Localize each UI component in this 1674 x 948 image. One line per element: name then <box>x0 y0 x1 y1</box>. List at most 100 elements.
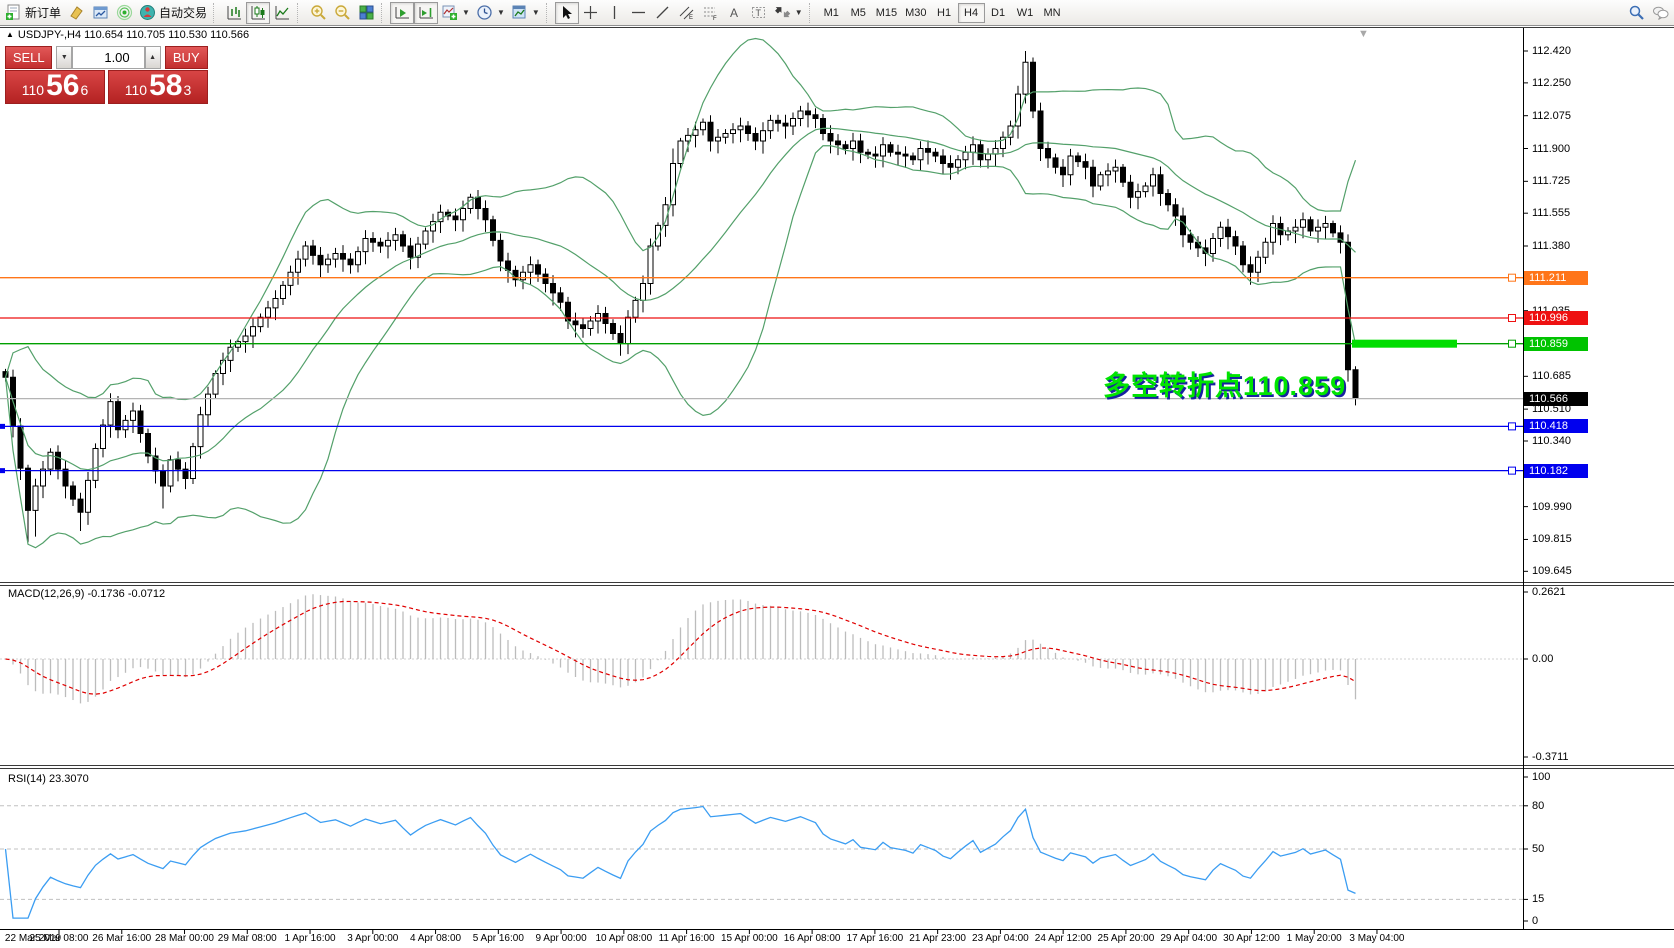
trendline-button[interactable] <box>651 2 675 24</box>
price-axis-label: 109.645 <box>1532 565 1572 578</box>
chart-shift-button[interactable] <box>414 1 439 24</box>
vertical-line-button[interactable] <box>603 2 627 24</box>
timeframe-button-h1[interactable]: H1 <box>931 3 958 23</box>
price-axis-badge: 110.859 <box>1524 336 1588 351</box>
sell-price[interactable]: 110 56 6 <box>5 70 105 104</box>
toolbar-separator <box>213 2 219 23</box>
price-axis-label: 111.900 <box>1532 142 1571 155</box>
crosshair-icon <box>584 6 598 19</box>
price-axis-badge: 111.211 <box>1524 270 1588 285</box>
toolbar-separator <box>297 2 303 23</box>
sell-button[interactable]: SELL <box>5 46 53 69</box>
fibonacci-icon: F <box>704 7 717 21</box>
auto-trading-button[interactable]: 自动交易 <box>136 2 210 24</box>
price-axis-badge: 110.996 <box>1524 311 1588 325</box>
price-axis-badge: 110.182 <box>1524 463 1588 478</box>
sell-price-big-figure: 110 <box>21 82 45 98</box>
tile-windows-button[interactable] <box>354 2 378 24</box>
time-axis-label: 25 Apr 20:00 <box>1097 933 1155 944</box>
auto-trading-icon <box>140 5 156 20</box>
collapse-panel-icon[interactable]: ▲ <box>6 30 14 39</box>
bollinger-bands <box>4 37 1357 549</box>
price-axis-label: 110.340 <box>1532 435 1571 447</box>
search-button[interactable] <box>1624 2 1648 24</box>
sell-price-pips: 56 <box>46 69 80 102</box>
timeframe-button-mn[interactable]: MN <box>1039 3 1066 23</box>
equidistant-channel-button[interactable]: E <box>675 2 699 24</box>
time-axis-label: 15 Apr 00:00 <box>721 933 778 944</box>
timeframe-button-m30[interactable]: M30 <box>901 3 930 23</box>
chart-title: ▲ USDJPY-,H4 110.654 110.705 110.530 110.… <box>6 29 249 41</box>
styler-button[interactable] <box>64 2 88 24</box>
auto-trading-label: 自动交易 <box>159 6 208 20</box>
volume-increase-button[interactable]: ▲ <box>144 46 161 69</box>
zoom-out-icon <box>334 5 350 20</box>
zoom-in-icon <box>310 5 326 20</box>
bar-chart-button[interactable] <box>222 2 246 24</box>
new-order-button[interactable]: 新订单 <box>2 2 64 24</box>
zoom-out-button[interactable] <box>330 2 354 24</box>
macd-histogram <box>12 594 1357 704</box>
vertical-line-icon <box>614 6 616 19</box>
volume-input[interactable]: 1.00 <box>72 46 145 69</box>
text-button[interactable]: A <box>723 2 747 24</box>
candlestick-chart-icon <box>251 6 265 20</box>
time-axis-label: 29 Mar 08:00 <box>217 933 277 944</box>
timeframe-button-h4[interactable]: H4 <box>957 2 985 23</box>
rsi-axis-label: 80 <box>1532 799 1545 812</box>
market-watch-button[interactable] <box>88 2 112 24</box>
clock-icon <box>477 5 492 20</box>
volume-decrease-button[interactable]: ▼ <box>56 46 73 69</box>
dropdown-caret-icon: ▼ <box>794 8 803 17</box>
crosshair-button[interactable] <box>579 2 603 24</box>
zoom-in-button[interactable] <box>306 2 330 24</box>
timeframe-button-m5[interactable]: M5 <box>845 3 872 23</box>
equidistant-channel-icon: E <box>679 6 694 21</box>
macd-axis-label: -0.3711 <box>1532 751 1569 763</box>
indicators-button[interactable]: ▼ <box>438 2 473 24</box>
fibonacci-button[interactable]: F <box>699 2 723 24</box>
time-axis-label: 1 May 20:00 <box>1286 933 1342 944</box>
line-chart-button[interactable] <box>270 2 294 24</box>
periods-button[interactable]: ▼ <box>473 2 508 24</box>
timeframe-toolbar: M1 M5 M15 M30 H1 H4 D1 W1 MN <box>818 1 1066 25</box>
price-axis-label: 109.990 <box>1532 500 1572 513</box>
rsi-line <box>4 805 1356 919</box>
time-axis-label: 28 Mar 00:00 <box>155 933 214 944</box>
chart-shift-marker-icon[interactable]: ▼ <box>1358 28 1369 40</box>
price-axis-label: 111.380 <box>1532 240 1571 252</box>
price-axis-label: 112.250 <box>1532 76 1571 89</box>
dropdown-caret-icon: ▼ <box>462 8 470 17</box>
text-label-button[interactable]: T <box>747 2 771 24</box>
time-axis-label: 30 Apr 12:00 <box>1223 933 1280 944</box>
search-icon <box>1629 5 1644 20</box>
auto-scroll-button[interactable] <box>390 1 415 24</box>
signals-button[interactable] <box>112 2 136 24</box>
timeframe-button-w1[interactable]: W1 <box>1012 3 1039 23</box>
price-axis-label: 109.815 <box>1532 533 1572 546</box>
candlestick-chart-button[interactable] <box>246 1 271 24</box>
buy-button[interactable]: BUY <box>164 46 209 69</box>
arrows-icon <box>774 7 791 18</box>
chart-annotation-text[interactable]: 多空转折点110.859 <box>1103 371 1347 401</box>
svg-text:E: E <box>689 15 693 21</box>
chat-button[interactable] <box>1648 2 1672 24</box>
macd-indicator-label: MACD(12,26,9) -0.1736 -0.0712 <box>8 588 166 600</box>
timeframe-button-m1[interactable]: M1 <box>818 3 845 23</box>
horizontal-line-button[interactable] <box>627 2 651 24</box>
timeframe-button-m15[interactable]: M15 <box>872 3 901 23</box>
horizontal-price-lines[interactable] <box>0 273 1523 475</box>
templates-button[interactable]: ▼ <box>508 2 543 24</box>
time-axis-label: 26 Mar 16:00 <box>92 933 152 944</box>
toolbar-separator <box>545 2 552 23</box>
time-axis-label: 3 May 04:00 <box>1349 933 1405 944</box>
time-axis-label: 4 Apr 08:00 <box>409 933 462 944</box>
buy-price-pips: 58 <box>149 69 183 102</box>
buy-price[interactable]: 110 58 3 <box>108 70 208 104</box>
arrows-button[interactable]: ▼ <box>771 2 806 24</box>
cursor-button[interactable] <box>554 1 579 24</box>
time-axis-label: 5 Apr 16:00 <box>472 933 524 944</box>
timeframe-button-d1[interactable]: D1 <box>985 3 1012 23</box>
